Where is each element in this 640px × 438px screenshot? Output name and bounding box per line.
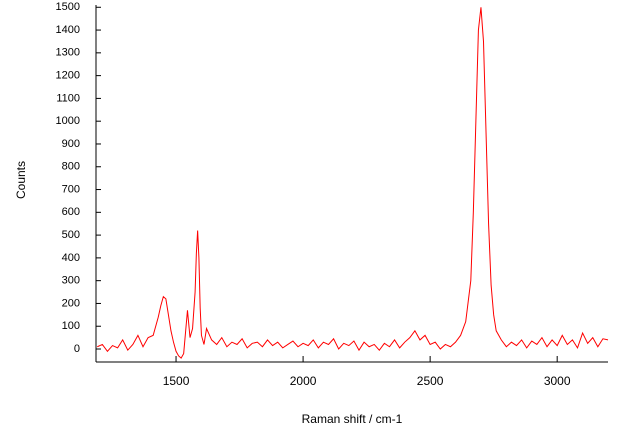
y-tick-label: 1000: [56, 115, 80, 127]
y-tick-label: 900: [62, 138, 80, 150]
y-tick-label: 400: [62, 252, 80, 264]
y-tick-label: 1400: [56, 24, 80, 36]
y-tick-label: 300: [62, 275, 80, 287]
y-tick-label: 800: [62, 161, 80, 173]
y-tick-label: 200: [62, 297, 80, 309]
y-tick-label: 1300: [56, 47, 80, 59]
y-axis-label: Counts: [14, 161, 28, 199]
x-tick-label: 1500: [163, 374, 190, 388]
x-tick-label: 2500: [417, 374, 444, 388]
y-tick-label: 1200: [56, 70, 80, 82]
y-tick-label: 0: [74, 343, 80, 355]
x-tick-label: 2000: [290, 374, 317, 388]
spectrum-line: [97, 7, 609, 359]
y-tick-label: 500: [62, 229, 80, 241]
y-tick-label: 1500: [56, 1, 80, 13]
y-tick-label: 600: [62, 206, 80, 218]
y-tick-label: 100: [62, 320, 80, 332]
x-tick-label: 3000: [544, 374, 571, 388]
y-tick-label: 700: [62, 183, 80, 195]
y-tick-label: 1100: [56, 92, 80, 104]
x-axis-label: Raman shift / cm-1: [302, 412, 403, 426]
